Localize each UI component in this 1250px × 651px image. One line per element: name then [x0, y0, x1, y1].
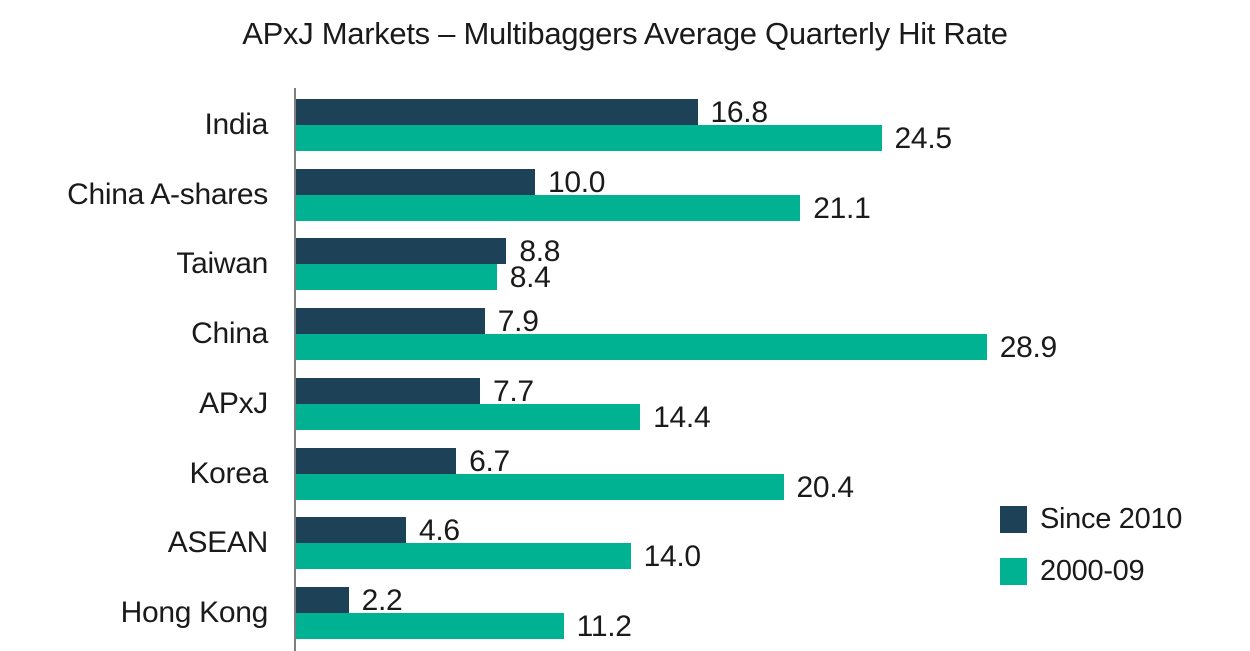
bar-2000-09-apxj [296, 403, 641, 430]
value-label-2000-09-china: 28.9 [999, 331, 1058, 365]
value-label-2000-09-india: 24.5 [894, 122, 953, 155]
value-label-2000-09-apxj: 14.4 [653, 400, 711, 434]
plot-area: 16.8 24.5 10.0 21.1 8.8 8.4 7.9 28.9 7.7 14.4 6.7 2… [294, 88, 1250, 651]
value-label-since-2010-korea: 6.7 [469, 444, 510, 478]
bar-since-2010-asean [296, 517, 406, 544]
bar-2000-09-india [296, 125, 882, 151]
bar-since-2010-taiwan [296, 238, 507, 265]
bar-since-2010-china-a-shares [296, 168, 535, 195]
value-label-2000-09-taiwan: 8.4 [509, 261, 551, 295]
category-label-hong-kong: Hong Kong [120, 595, 269, 629]
bar-since-2010-hong-kong [296, 586, 349, 613]
bar-2000-09-korea [296, 473, 784, 500]
value-label-since-2010-apxj: 7.7 [493, 374, 534, 408]
bar-2000-09-hong-kong [296, 612, 564, 639]
value-label-2000-09-korea: 20.4 [796, 470, 855, 504]
legend-swatch-2000-09 [1000, 558, 1027, 585]
value-label-since-2010-asean: 4.6 [418, 514, 460, 548]
bar-since-2010-apxj [296, 377, 481, 404]
value-label-since-2010-india: 16.8 [710, 96, 769, 129]
value-label-2000-09-hong-kong: 11.2 [576, 609, 632, 643]
legend-swatch-since-2010 [1000, 506, 1027, 533]
bar-since-2010-china [296, 308, 485, 335]
bar-since-2010-korea [296, 447, 457, 474]
value-label-since-2010-china-a-shares: 10.0 [548, 165, 606, 199]
value-label-since-2010-hong-kong: 2.2 [361, 583, 403, 617]
bar-2000-09-china-a-shares [296, 194, 801, 221]
category-label-china: China [191, 317, 268, 351]
legend-item-2000-09: 2000-09 [1000, 555, 1182, 587]
bar-2000-09-taiwan [296, 264, 497, 291]
legend: Since 2010 2000-09 [1000, 503, 1183, 610]
value-label-since-2010-taiwan: 8.8 [519, 235, 561, 269]
legend-item-since-2010: Since 2010 [1000, 503, 1183, 535]
legend-label-2000-09: 2000-09 [1040, 555, 1145, 587]
category-label-china-a-shares: China A-shares [67, 177, 268, 211]
value-label-since-2010-china: 7.9 [497, 305, 539, 339]
value-label-2000-09-china-a-shares: 21.1 [813, 191, 871, 225]
bar-2000-09-asean [296, 543, 631, 570]
chart-title: APxJ Markets – Multibaggers Average Quar… [242, 16, 1008, 51]
legend-label-since-2010: Since 2010 [1040, 503, 1183, 535]
category-label-apxj: APxJ [199, 386, 268, 420]
bar-since-2010-india [296, 99, 698, 125]
bar-2000-09-china [296, 334, 987, 361]
value-label-2000-09-asean: 14.0 [643, 540, 702, 574]
category-label-asean: ASEAN [167, 526, 269, 560]
category-label-india: India [204, 108, 268, 141]
category-label-korea: Korea [189, 456, 268, 490]
category-label-taiwan: Taiwan [176, 247, 268, 281]
